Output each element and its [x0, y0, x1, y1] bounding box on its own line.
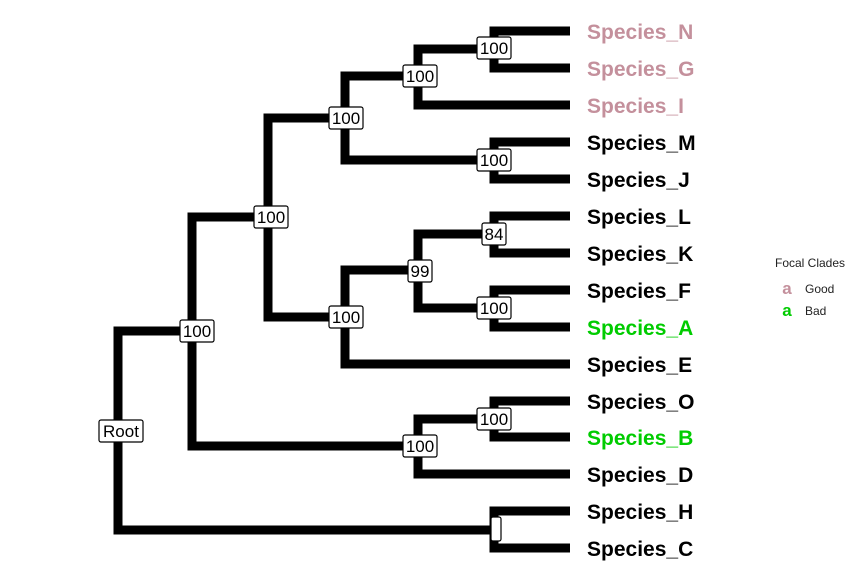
tip-label: Species_J: [587, 169, 690, 192]
node-label-box: [328, 305, 364, 329]
node-label-text: 84: [485, 225, 504, 244]
tip-label: Species_E: [587, 354, 692, 377]
node-label: 100: [402, 64, 438, 88]
legend-label-bad: Bad: [805, 304, 827, 318]
legend-title: Focal Clades: [775, 256, 846, 270]
node-label-text: 99: [411, 262, 430, 281]
node-label: Root: [98, 419, 144, 443]
legend-swatch-good: a: [782, 279, 792, 298]
node-label: 100: [476, 36, 512, 60]
node-label: 100: [253, 205, 289, 229]
tip-label: Species_F: [587, 280, 691, 303]
tree-edges: [113, 26, 570, 553]
node-label-box: [481, 222, 507, 246]
node-label-box: [476, 407, 512, 431]
legend-label-good: Good: [805, 282, 835, 296]
node-label-box: [476, 36, 512, 60]
tip-label: Species_C: [587, 538, 693, 561]
legend-item-bad: a Bad: [775, 300, 845, 322]
node-label: 99: [407, 259, 433, 283]
node-label: 100: [179, 319, 215, 343]
tip-label: Species_D: [587, 464, 693, 487]
node-label-text: 100: [257, 208, 285, 227]
node-label-text: 100: [480, 39, 508, 58]
node-label-box: [328, 106, 364, 130]
tip-label: Species_M: [587, 132, 696, 155]
node-label-box: [476, 148, 512, 172]
node-label-box: [98, 419, 144, 443]
node-label: 100: [402, 434, 438, 458]
node-label-text: 100: [332, 308, 360, 327]
legend-swatch-bad: a: [782, 301, 792, 320]
node-label-box: [407, 259, 433, 283]
node-label-text: 100: [480, 151, 508, 170]
node-label: 100: [476, 296, 512, 320]
tip-label: Species_A: [587, 317, 693, 340]
legend-item-good: a Good: [775, 278, 845, 300]
node-label-text: 100: [480, 410, 508, 429]
tip-label: Species_I: [587, 95, 684, 118]
node-label-box: [402, 434, 438, 458]
tip-label: Species_O: [587, 391, 694, 414]
node-label-text: Root: [103, 422, 139, 441]
node-label-box: [179, 319, 215, 343]
tip-label: Species_H: [587, 501, 693, 524]
node-label-box: [253, 205, 289, 229]
tip-label: Species_L: [587, 206, 691, 229]
tip-labels: Species_N Species_G Species_I Species_M Spec…: [587, 21, 696, 561]
node-labels: 100 100 100 100 84 100 99 100 100 100 100 100 Root: [98, 36, 512, 542]
tip-label: Species_K: [587, 243, 693, 266]
node-label-box: [490, 516, 502, 542]
legend: Focal Clades a Good a Bad: [775, 256, 845, 322]
tip-label: Species_B: [587, 427, 693, 450]
node-label-text: 100: [406, 67, 434, 86]
node-label: 100: [476, 407, 512, 431]
node-label-box: [476, 296, 512, 320]
node-label: 100: [476, 148, 512, 172]
node-label-text: 100: [183, 322, 211, 341]
node-label: 100: [328, 305, 364, 329]
node-label-text: 100: [332, 109, 360, 128]
tip-label: Species_G: [587, 58, 694, 81]
node-label: 100: [328, 106, 364, 130]
node-label: [490, 516, 502, 542]
node-label-text: 100: [406, 437, 434, 456]
node-label-text: 100: [480, 299, 508, 318]
node-label: 84: [481, 222, 507, 246]
tip-label: Species_N: [587, 21, 693, 44]
node-label-box: [402, 64, 438, 88]
